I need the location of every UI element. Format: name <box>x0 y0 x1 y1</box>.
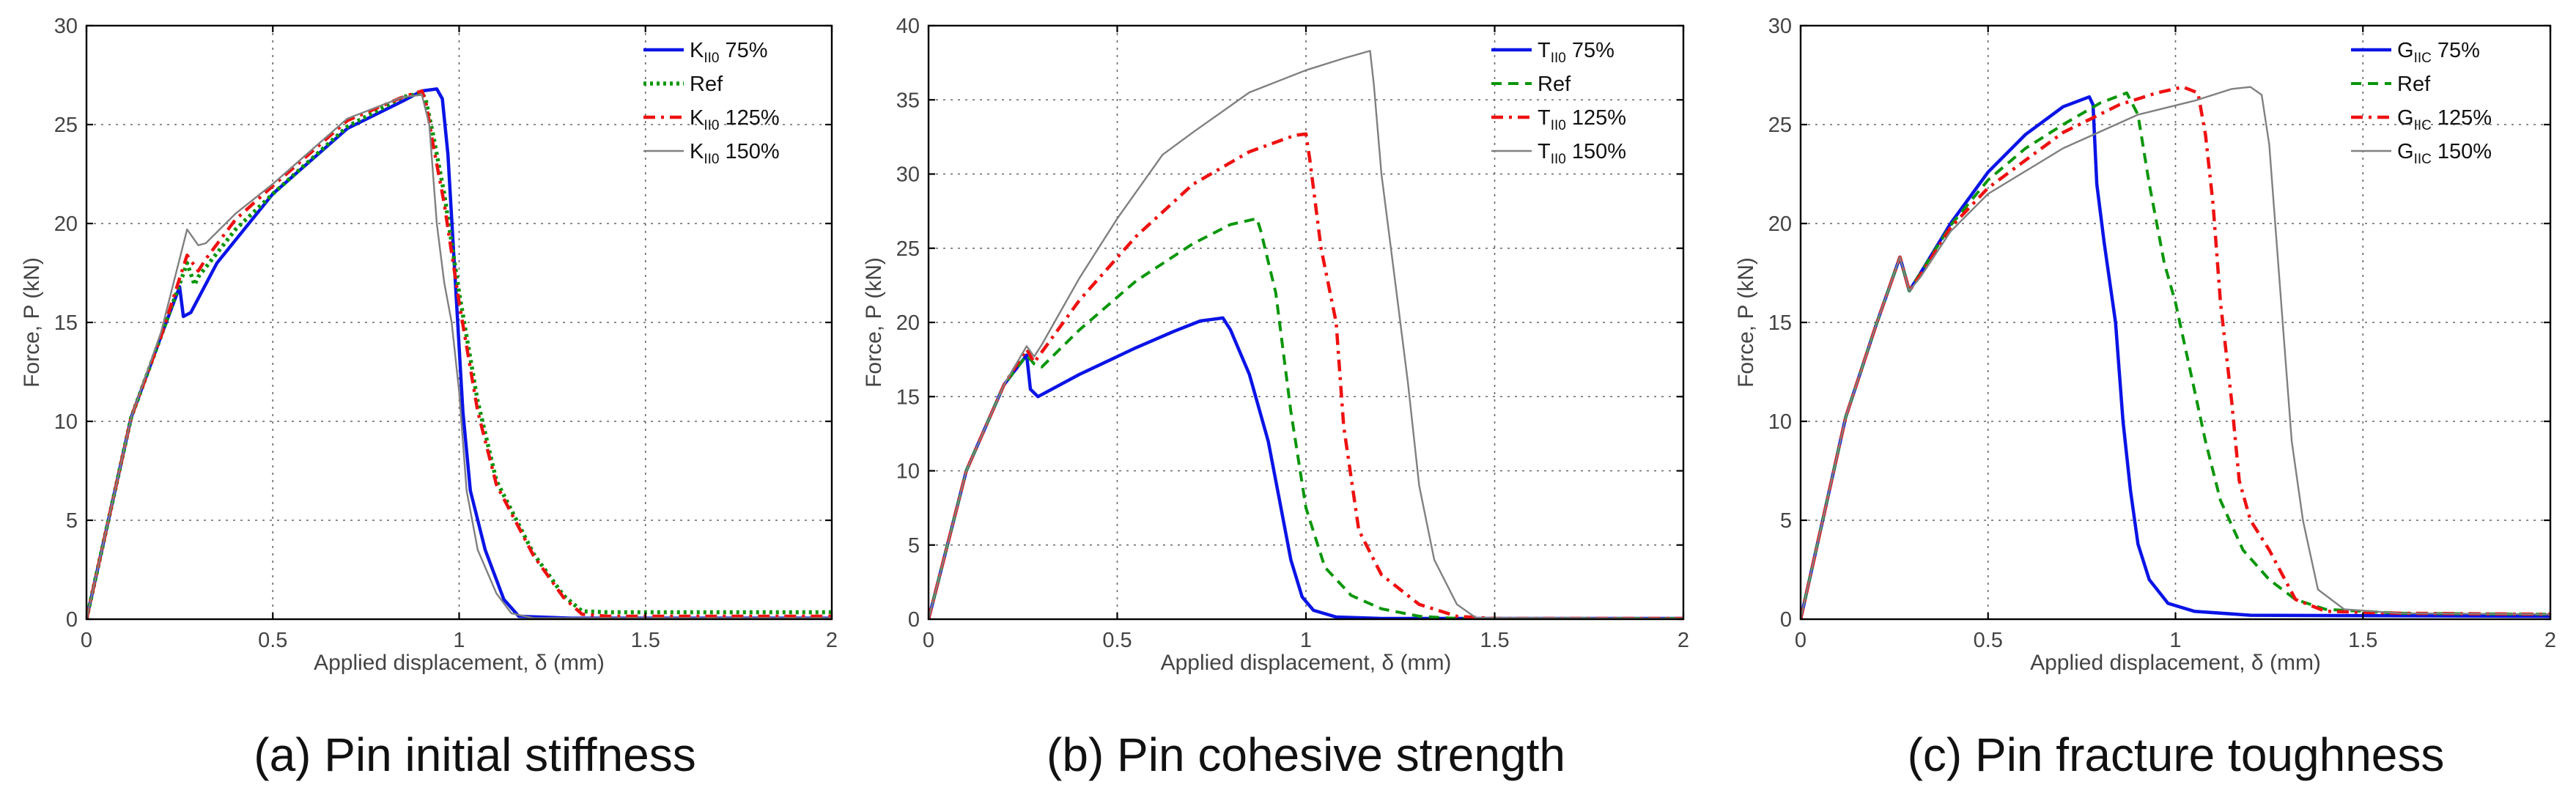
x-axis-label: Applied displacement, δ (mm) <box>1161 651 1452 675</box>
y-tick-label: 15 <box>1768 311 1792 335</box>
legend-label-ref: Ref <box>2397 73 2431 96</box>
x-tick-label: 0.5 <box>1102 629 1132 652</box>
y-tick-label: 20 <box>54 213 78 236</box>
x-tick-label: 1 <box>1300 629 1312 652</box>
y-tick-label: 10 <box>54 410 78 434</box>
panel-caption: (b) Pin cohesive strength <box>1047 728 1565 781</box>
x-axis-label: Applied displacement, δ (mm) <box>314 651 605 675</box>
x-tick-label: 0 <box>81 629 92 652</box>
y-tick-label: 40 <box>896 15 920 38</box>
panel-caption: (a) Pin initial stiffness <box>254 728 696 781</box>
x-tick-label: 2 <box>2544 629 2556 652</box>
legend-label-g150: GIIC 150% <box>2397 140 2492 167</box>
series-group <box>1801 85 2550 619</box>
y-tick-label: 0 <box>1780 608 1792 632</box>
y-tick-label: 30 <box>1768 15 1792 38</box>
panel-caption: (c) Pin fracture toughness <box>1908 728 2445 781</box>
y-tick-label: 0 <box>66 608 78 632</box>
y-axis-label: Force, P (kN) <box>862 257 886 388</box>
legend-label-g75: GIIC 75% <box>2397 39 2480 66</box>
y-tick-label: 35 <box>896 89 920 112</box>
y-tick-label: 5 <box>1780 509 1792 533</box>
series-line-k75 <box>86 87 832 619</box>
legend-label-k75: KII0 75% <box>690 39 768 66</box>
x-tick-label: 1 <box>2169 629 2181 652</box>
x-tick-label: 2 <box>826 629 838 652</box>
y-tick-label: 5 <box>908 534 920 558</box>
x-tick-label: 1.5 <box>2348 629 2377 652</box>
x-tick-label: 2 <box>1678 629 1689 652</box>
series-group <box>86 87 832 619</box>
x-tick-label: 0.5 <box>1974 629 2003 652</box>
legend-label-ref: Ref <box>1538 73 1571 96</box>
legend-label-k125: KII0 125% <box>690 106 780 133</box>
y-tick-label: 25 <box>1768 114 1792 137</box>
legend-label-ref: Ref <box>690 73 723 96</box>
y-tick-label: 30 <box>896 163 920 187</box>
y-tick-label: 10 <box>1768 410 1792 434</box>
y-tick-label: 20 <box>1768 213 1792 236</box>
series-line-t150 <box>929 50 1683 619</box>
series-line-g150 <box>1801 86 2550 619</box>
legend-label-k150: KII0 150% <box>690 140 780 167</box>
y-axis-label: Force, P (kN) <box>20 257 44 388</box>
series-line-g75 <box>1801 95 2550 619</box>
y-tick-label: 0 <box>908 608 920 632</box>
y-tick-label: 15 <box>896 385 920 409</box>
legend-label-t75: TII0 75% <box>1538 39 1614 66</box>
x-tick-label: 1.5 <box>631 629 660 652</box>
series-line-k150 <box>86 94 832 619</box>
legend-label-g125: GIIC 125% <box>2397 106 2492 133</box>
x-tick-label: 0 <box>923 629 934 652</box>
series-line-t125 <box>929 132 1683 619</box>
series-group <box>929 50 1683 619</box>
x-tick-label: 1 <box>453 629 465 652</box>
series-line-t75 <box>929 316 1683 619</box>
series-line-k125 <box>86 89 832 619</box>
y-tick-label: 10 <box>896 460 920 484</box>
x-tick-label: 0.5 <box>258 629 287 652</box>
y-tick-label: 5 <box>66 509 78 533</box>
y-tick-label: 15 <box>54 311 78 335</box>
x-axis-label: Applied displacement, δ (mm) <box>2030 651 2321 675</box>
legend-label-t125: TII0 125% <box>1538 106 1626 133</box>
y-tick-label: 25 <box>896 237 920 261</box>
y-axis-label: Force, P (kN) <box>1734 257 1758 388</box>
y-tick-label: 30 <box>54 15 78 38</box>
legend-label-t150: TII0 150% <box>1538 140 1626 167</box>
y-tick-label: 20 <box>896 311 920 335</box>
y-tick-label: 25 <box>54 114 78 137</box>
x-tick-label: 0 <box>1795 629 1806 652</box>
x-tick-label: 1.5 <box>1480 629 1509 652</box>
series-line-ref <box>929 217 1683 619</box>
